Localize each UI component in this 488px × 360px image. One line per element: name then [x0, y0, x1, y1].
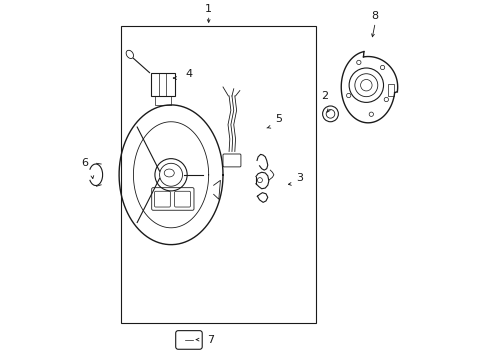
Text: 3: 3: [296, 174, 303, 183]
Text: 1: 1: [205, 4, 212, 14]
Bar: [151, 73, 174, 96]
Text: 7: 7: [206, 334, 214, 345]
Text: 6: 6: [81, 158, 88, 168]
Bar: [387, 85, 393, 96]
Text: 5: 5: [274, 114, 282, 124]
Text: 4: 4: [185, 69, 192, 80]
Text: 2: 2: [321, 91, 328, 101]
Bar: [121, 26, 316, 324]
Bar: [155, 96, 171, 105]
Text: 8: 8: [371, 11, 378, 21]
